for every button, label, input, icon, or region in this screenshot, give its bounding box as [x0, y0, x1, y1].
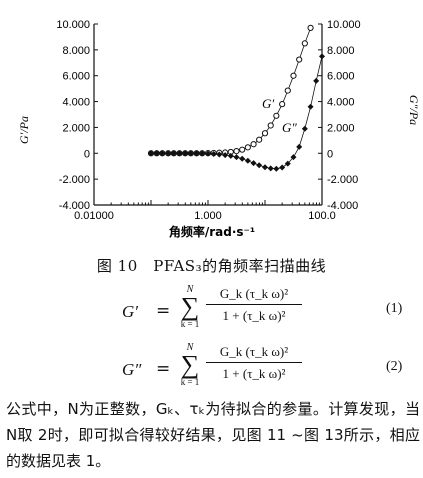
g-double-prime-point	[290, 154, 297, 161]
sigma-icon: ∑	[180, 292, 200, 321]
g-prime-point	[301, 40, 308, 47]
eq2-lhs: G″	[122, 360, 142, 379]
chart-axes: -4.000 -4.000 -2.000 -2.000 0 0 2.000 2.000 4.00…	[56, 19, 360, 222]
eq2-number: (2)	[386, 359, 403, 374]
g-prime-point	[244, 144, 251, 151]
g-double-prime-point	[227, 152, 234, 159]
g-double-prime-point	[244, 157, 251, 164]
y-right-tick-label: -4.000	[327, 200, 358, 212]
g-double-prime-point	[250, 160, 257, 167]
x-axis-label: 角频率/rad·s⁻¹	[169, 224, 255, 239]
g-double-prime-point	[313, 77, 320, 84]
eq1-numerator: G_k (τ_k ω)²	[206, 286, 302, 305]
g-double-prime-point	[233, 154, 240, 161]
y-left-tick-label: 0	[84, 148, 90, 160]
g-double-prime-point	[307, 103, 314, 110]
eq2-denominator: 1 + (τ_k ω)²	[222, 366, 286, 381]
g-prime-point	[267, 122, 274, 129]
g-prime-point	[284, 87, 291, 94]
g-double-prime-point	[256, 162, 263, 169]
eq1-equals: =	[156, 301, 171, 321]
g-prime-point	[290, 72, 297, 79]
eq1-lhs: G′	[122, 302, 138, 321]
y-left-tick-label: 8.000	[62, 45, 90, 57]
y-left-tick-label: -4.000	[59, 200, 90, 212]
eq2-fraction: G_k (τ_k ω)² 1 + (τ_k ω)²	[206, 344, 302, 382]
y-left-axis-label: G′/Pa	[17, 116, 31, 144]
eq1-number: (1)	[386, 301, 403, 316]
g-prime-point	[307, 24, 314, 31]
g-double-prime-point	[159, 150, 166, 157]
g-double-prime-point	[301, 125, 308, 132]
frequency-sweep-chart: -4.000 -4.000 -2.000 -2.000 0 0 2.000 2.000 4.00…	[17, 19, 421, 239]
y-left-tick-label: -2.000	[59, 174, 90, 186]
figure-caption: 图 10 PFAS₃的角频率扫描曲线	[96, 257, 327, 275]
eq2-sum-upper: N	[186, 342, 194, 353]
y-left-tick-label: 4.000	[62, 97, 90, 109]
g-double-prime-point	[239, 155, 246, 162]
eq2-equals: =	[156, 359, 171, 379]
g-double-prime-point	[176, 150, 183, 157]
g-prime-point	[279, 101, 286, 108]
eq1-fraction: G_k (τ_k ω)² 1 + (τ_k ω)²	[206, 286, 302, 324]
x-tick-label: 0.01000	[74, 210, 114, 222]
y-right-tick-label: 10.000	[327, 19, 361, 31]
y-left-tick-label: 2.000	[62, 122, 90, 134]
g-prime-point	[273, 112, 280, 119]
g-prime-point	[239, 146, 246, 153]
y-right-tick-label: 4.000	[327, 97, 355, 109]
g-double-prime-point	[210, 151, 217, 158]
eq1-sum-lower: k = 1	[180, 319, 200, 329]
eq1-summation: N ∑ k = 1	[178, 284, 202, 329]
y-left-tick-label: 10.000	[56, 19, 90, 31]
body-paragraph: 公式中，N为正整数，Gₖ、τₖ为待拟合的参量。计算发现，当 N取 2时，即可拟合…	[6, 400, 420, 470]
eq2-numerator: G_k (τ_k ω)²	[206, 344, 302, 363]
series-label-g-double-prime: G″	[282, 120, 297, 135]
g-double-prime-point	[182, 150, 189, 157]
chart-marks	[147, 24, 325, 172]
y-left-tick-label: 6.000	[62, 71, 90, 83]
g-double-prime-point	[148, 150, 154, 157]
equation-2: G″ = N ∑ k = 1 G_k (τ_k ω)² 1 + (τ_k ω)²…	[0, 340, 423, 400]
g-double-prime-point	[267, 165, 274, 172]
eq1-denominator: 1 + (τ_k ω)²	[222, 308, 286, 323]
y-right-axis-label: G″/Pa	[407, 95, 421, 125]
g-double-prime-point	[165, 150, 172, 157]
g-prime-point	[250, 141, 257, 148]
g-double-prime-point	[296, 143, 303, 150]
g-double-prime-point	[273, 165, 280, 172]
y-right-tick-label: -2.000	[327, 174, 358, 186]
g-double-prime-point	[199, 150, 206, 157]
y-right-tick-label: 2.000	[327, 122, 355, 134]
g-double-prime-point	[153, 150, 160, 157]
sigma-icon: ∑	[180, 350, 200, 379]
x-tick-label: 1.000	[194, 210, 222, 222]
y-right-tick-label: 0	[327, 148, 333, 160]
equation-1: G′ = N ∑ k = 1 G_k (τ_k ω)² 1 + (τ_k ω)²…	[0, 282, 423, 342]
eq2-sum-lower: k = 1	[180, 377, 200, 387]
g-prime-point	[261, 130, 269, 137]
g-double-prime-point	[222, 152, 229, 159]
eq2-summation: N ∑ k = 1	[178, 342, 202, 387]
g-double-prime-point	[170, 150, 177, 157]
x-tick-label: 100.0	[308, 210, 336, 222]
g-double-prime-point	[193, 150, 200, 157]
y-right-tick-label: 8.000	[327, 45, 355, 57]
g-double-prime-point	[284, 160, 291, 167]
y-right-tick-label: 6.000	[327, 71, 355, 83]
g-double-prime-point	[205, 150, 211, 157]
eq1-sum-upper: N	[186, 284, 194, 295]
g-double-prime-point	[187, 150, 194, 157]
g-double-prime-point	[216, 151, 223, 158]
series-label-g-prime: G′	[262, 96, 274, 111]
g-double-prime-point	[262, 164, 268, 171]
g-prime-point	[296, 56, 303, 63]
g-prime-point	[233, 147, 240, 155]
g-double-prime-point	[319, 53, 325, 60]
g-prime-point	[256, 136, 263, 143]
g-double-prime-point	[279, 164, 286, 171]
